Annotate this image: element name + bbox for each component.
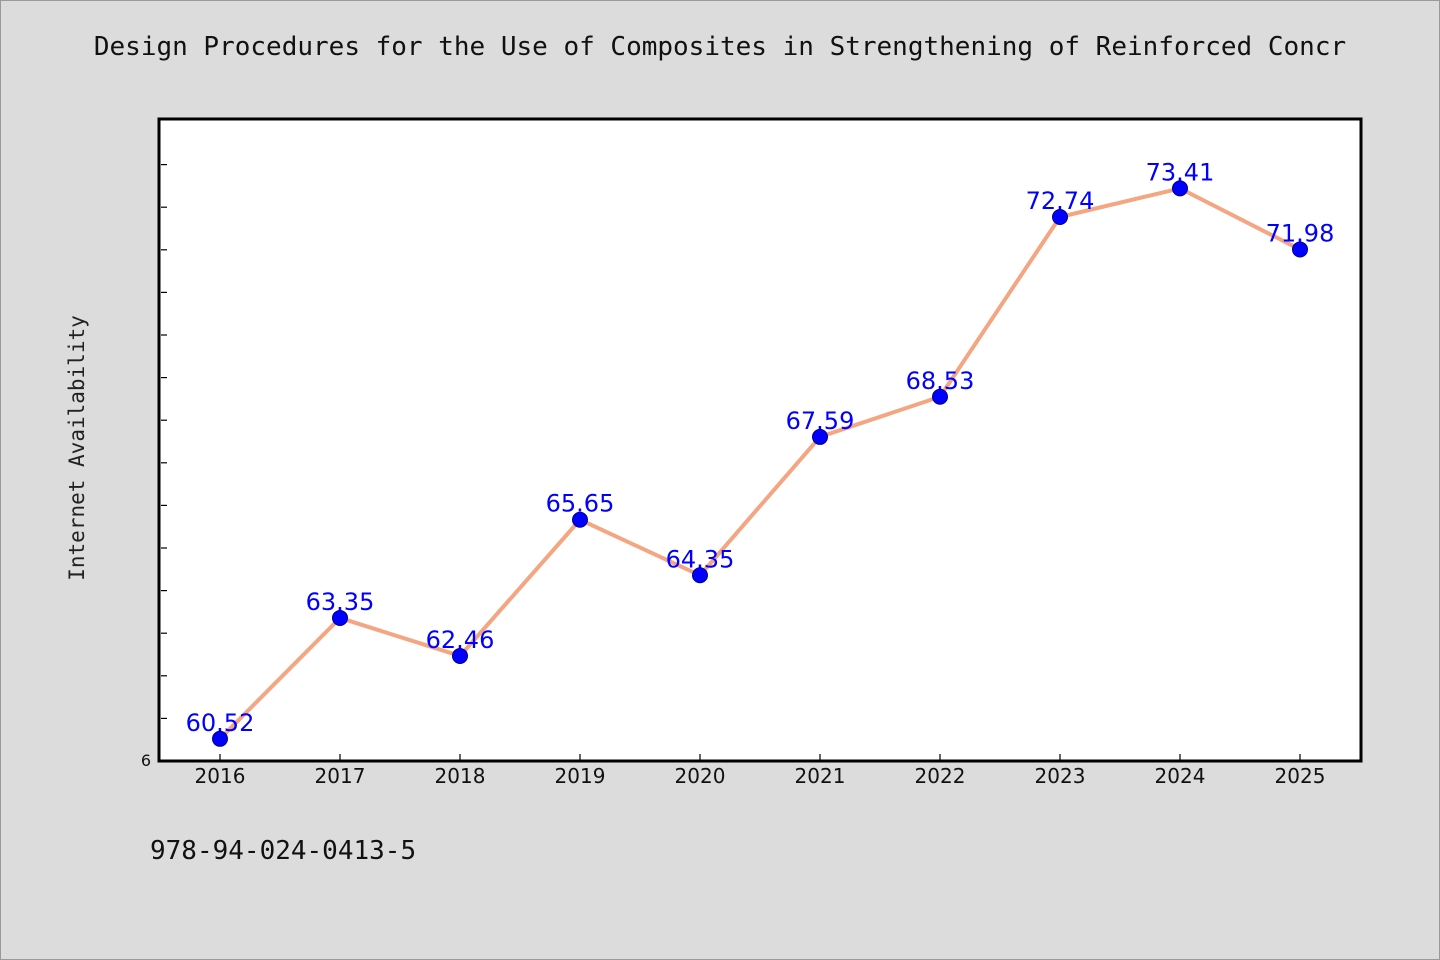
x-tick-label: 2023	[1035, 764, 1086, 788]
data-point	[812, 428, 828, 445]
data-point	[1172, 180, 1188, 197]
x-tick-label: 2016	[195, 764, 246, 788]
data-point	[1052, 209, 1068, 226]
data-point	[212, 730, 228, 747]
data-point	[932, 388, 948, 405]
isbn-text: 978-94-024-0413-5	[150, 836, 417, 866]
x-tick-label: 2025	[1275, 764, 1326, 788]
x-tick-label: 2018	[435, 764, 486, 788]
data-point	[452, 647, 468, 664]
y-axis-ticks: 6	[141, 164, 167, 770]
data-points	[212, 180, 1308, 747]
series-line	[218, 186, 1301, 741]
data-point	[332, 609, 348, 626]
x-tick-label: 2022	[915, 764, 966, 788]
x-tick-label: 2024	[1155, 764, 1206, 788]
x-tick-label: 2021	[795, 764, 846, 788]
y-tick-label: 6	[141, 751, 151, 770]
x-tick-label: 2019	[555, 764, 606, 788]
data-point	[1292, 241, 1308, 258]
data-point	[572, 511, 588, 528]
x-tick-label: 2020	[675, 764, 726, 788]
x-tick-label: 2017	[315, 764, 366, 788]
chart-title: Design Procedures for the Use of Composi…	[93, 32, 1347, 62]
plot-area	[157, 117, 1363, 763]
data-point	[692, 567, 708, 584]
x-axis-ticks: 2016 2017 2018 2019 2020 2021 2022 2023 2024 2025	[195, 754, 1326, 788]
data-labels: 60.5263.3562.4665.6564.3567.5968.5372.74…	[186, 158, 1335, 736]
